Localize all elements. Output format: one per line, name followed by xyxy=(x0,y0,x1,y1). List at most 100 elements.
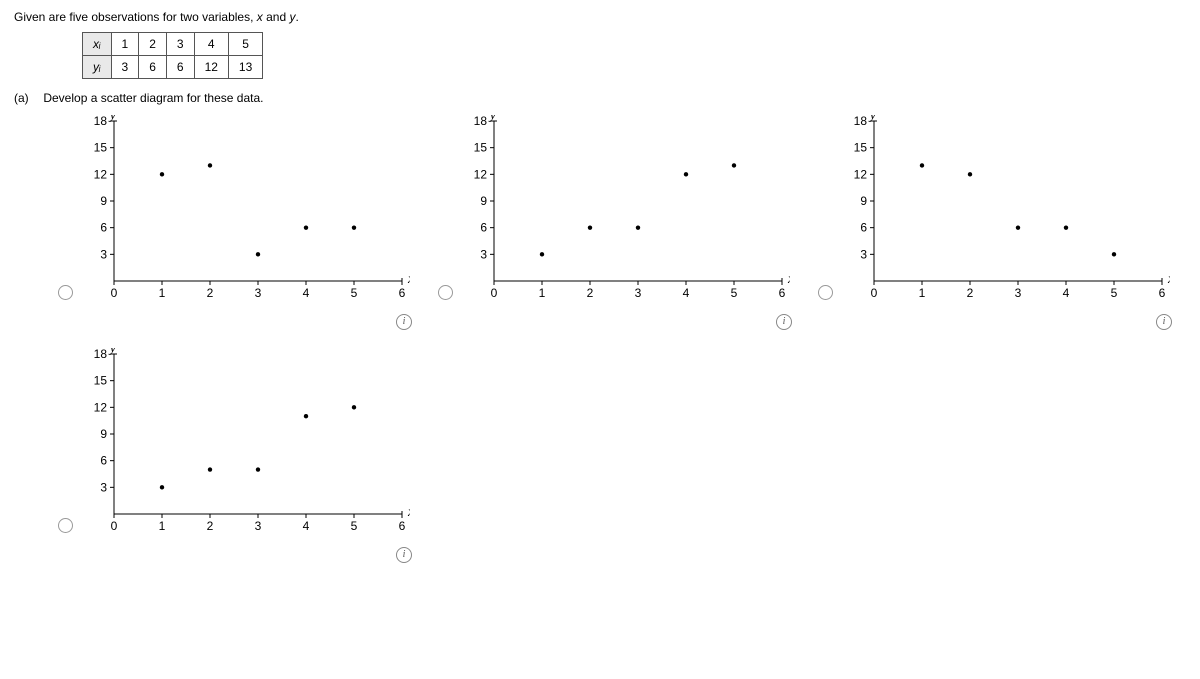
svg-text:9: 9 xyxy=(860,194,867,208)
svg-text:6: 6 xyxy=(100,221,107,235)
svg-text:3: 3 xyxy=(255,519,262,533)
svg-text:1: 1 xyxy=(539,286,546,300)
table-cell: 6 xyxy=(139,56,167,79)
svg-text:5: 5 xyxy=(731,286,738,300)
question-text: Given are five observations for two vari… xyxy=(14,10,1186,24)
svg-text:12: 12 xyxy=(94,400,108,414)
part-text: Develop a scatter diagram for these data… xyxy=(43,91,263,105)
table-cell: 3 xyxy=(166,33,194,56)
table-cell: 6 xyxy=(166,56,194,79)
svg-text:15: 15 xyxy=(474,141,488,155)
svg-text:3: 3 xyxy=(100,247,107,261)
radio-b[interactable] xyxy=(438,285,453,300)
svg-text:0: 0 xyxy=(491,286,498,300)
svg-text:x: x xyxy=(787,272,790,287)
svg-text:12: 12 xyxy=(474,167,488,181)
table-cell: 4 xyxy=(194,33,228,56)
table-cell: 12 xyxy=(194,56,228,79)
chart-d: 0123456369121518yx i xyxy=(80,348,410,541)
svg-text:1: 1 xyxy=(919,286,926,300)
table-cell: 3 xyxy=(111,56,139,79)
table-cell: 13 xyxy=(228,56,262,79)
chart-option-a: 0123456369121518yx i xyxy=(50,115,410,308)
chart-option-c: 0123456369121518yx i xyxy=(810,115,1170,308)
svg-text:6: 6 xyxy=(399,286,406,300)
svg-text:0: 0 xyxy=(871,286,878,300)
part-a-label: (a) Develop a scatter diagram for these … xyxy=(14,91,1186,105)
svg-text:6: 6 xyxy=(399,519,406,533)
svg-text:6: 6 xyxy=(860,221,867,235)
radio-a[interactable] xyxy=(58,285,73,300)
chart-option-d: 0123456369121518yx i xyxy=(50,348,410,541)
svg-text:1: 1 xyxy=(159,519,166,533)
svg-text:15: 15 xyxy=(94,141,108,155)
svg-text:2: 2 xyxy=(207,519,214,533)
svg-text:15: 15 xyxy=(854,141,868,155)
row-header-x: xᵢ xyxy=(83,33,112,56)
svg-text:9: 9 xyxy=(100,194,107,208)
svg-text:0: 0 xyxy=(111,286,118,300)
svg-text:3: 3 xyxy=(100,480,107,494)
q-line: Given are five observations for two vari… xyxy=(14,10,299,24)
chart-a: 0123456369121518yx i xyxy=(80,115,410,308)
svg-text:y: y xyxy=(108,115,117,123)
charts-row-1: 0123456369121518yx i 0123456369121518yx … xyxy=(50,115,1186,308)
svg-text:y: y xyxy=(108,348,117,356)
svg-text:3: 3 xyxy=(860,247,867,261)
svg-text:5: 5 xyxy=(1111,286,1118,300)
radio-c[interactable] xyxy=(818,285,833,300)
table-cell: 5 xyxy=(228,33,262,56)
chart-b: 0123456369121518yx i xyxy=(460,115,790,308)
svg-text:6: 6 xyxy=(1159,286,1166,300)
data-table: xᵢ 1 2 3 4 5 yᵢ 3 6 6 12 13 xyxy=(82,32,263,79)
svg-text:x: x xyxy=(407,272,410,287)
svg-text:4: 4 xyxy=(683,286,690,300)
svg-text:y: y xyxy=(868,115,877,123)
svg-text:5: 5 xyxy=(351,519,358,533)
svg-text:18: 18 xyxy=(94,115,108,128)
svg-text:1: 1 xyxy=(159,286,166,300)
svg-text:3: 3 xyxy=(255,286,262,300)
svg-text:12: 12 xyxy=(94,167,108,181)
svg-text:15: 15 xyxy=(94,374,108,388)
svg-text:9: 9 xyxy=(100,427,107,441)
svg-text:6: 6 xyxy=(480,221,487,235)
svg-text:2: 2 xyxy=(207,286,214,300)
svg-text:18: 18 xyxy=(474,115,488,128)
scatter-plot: 0123456369121518yx xyxy=(80,115,410,305)
table-cell: 2 xyxy=(139,33,167,56)
svg-text:3: 3 xyxy=(1015,286,1022,300)
scatter-plot: 0123456369121518yx xyxy=(460,115,790,305)
table-cell: 1 xyxy=(111,33,139,56)
row-header-y: yᵢ xyxy=(83,56,112,79)
scatter-plot: 0123456369121518yx xyxy=(80,348,410,538)
charts-row-2: 0123456369121518yx i xyxy=(50,348,1186,541)
svg-text:4: 4 xyxy=(303,519,310,533)
svg-text:12: 12 xyxy=(854,167,868,181)
svg-text:x: x xyxy=(1167,272,1170,287)
info-icon[interactable]: i xyxy=(776,314,792,330)
info-icon[interactable]: i xyxy=(396,314,412,330)
svg-text:3: 3 xyxy=(480,247,487,261)
svg-text:6: 6 xyxy=(100,454,107,468)
svg-text:3: 3 xyxy=(635,286,642,300)
svg-text:x: x xyxy=(407,505,410,520)
info-icon[interactable]: i xyxy=(396,547,412,563)
svg-text:9: 9 xyxy=(480,194,487,208)
svg-text:18: 18 xyxy=(94,348,108,361)
info-icon[interactable]: i xyxy=(1156,314,1172,330)
chart-option-b: 0123456369121518yx i xyxy=(430,115,790,308)
svg-text:2: 2 xyxy=(587,286,594,300)
svg-text:0: 0 xyxy=(111,519,118,533)
svg-text:18: 18 xyxy=(854,115,868,128)
svg-text:4: 4 xyxy=(303,286,310,300)
svg-text:y: y xyxy=(488,115,497,123)
radio-d[interactable] xyxy=(58,518,73,533)
svg-text:2: 2 xyxy=(967,286,974,300)
scatter-plot: 0123456369121518yx xyxy=(840,115,1170,305)
svg-text:6: 6 xyxy=(779,286,786,300)
chart-c: 0123456369121518yx i xyxy=(840,115,1170,308)
svg-text:4: 4 xyxy=(1063,286,1070,300)
part-tag: (a) xyxy=(14,91,40,105)
svg-text:5: 5 xyxy=(351,286,358,300)
